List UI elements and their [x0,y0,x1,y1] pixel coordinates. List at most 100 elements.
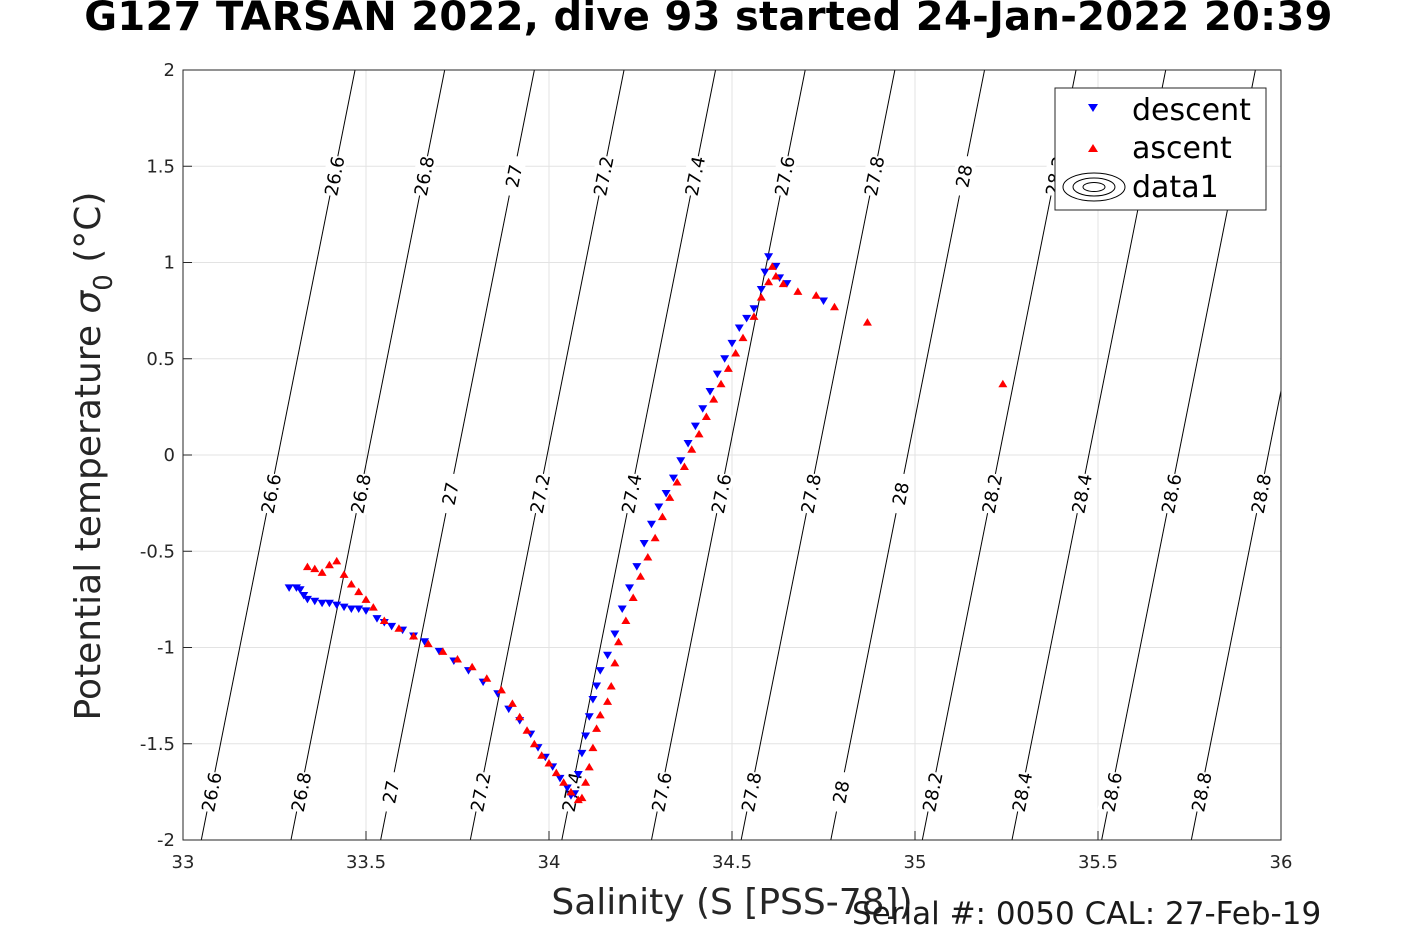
y-axis-label-sigma: σ [68,290,109,314]
descent-point [562,784,572,793]
descent-point [299,592,309,600]
descent-point [734,324,744,332]
contour-label-bg [409,154,438,198]
x-tick-label: 35 [904,852,927,873]
descent-point [584,713,594,721]
legend-item-data1: data1 [1062,170,1219,205]
y-tick-label: -1.5 [140,734,175,755]
contour-label-bg [525,471,554,516]
ascent-point [379,616,389,625]
ascent-point [862,318,872,326]
contour-line [290,70,446,840]
ascent-point [544,759,554,767]
y-tick-label: -0.5 [140,541,175,562]
contour-label-bg [1007,770,1036,814]
descent-point [742,314,752,323]
chart-title: G127 TARSAN 2022, dive 93 started 24-Jan… [84,0,1333,40]
x-tick-label: 33 [172,852,195,873]
y-tick-label: 0.5 [146,349,175,370]
y-axis-label-main: Potential temperature [68,314,109,721]
ascent-point [577,793,587,802]
axis-ticks: 33 33.5 34 34.5 35 35.5 36 -2 -1.5 -1 -0.5 0 0.5 1 1.5… [140,60,1293,873]
descent-point [760,268,770,277]
ascent-point [573,795,583,804]
ascent-point [588,743,598,752]
x-tick-label: 35.5 [1078,852,1118,873]
contour-label-bg [949,154,978,198]
contour-line [561,70,717,840]
y-axis-label-subscript: 0 [89,274,119,291]
descent-point [705,387,715,396]
descent-point [581,732,591,741]
contour-line [200,70,356,840]
ascent-point [767,262,777,270]
ascent-point [584,762,594,771]
descent-point [617,605,627,613]
contour-line [380,70,535,840]
legend-ascent-marker [1088,144,1098,152]
contour-label: 27 [379,779,404,806]
contour-label-bg [1097,770,1125,814]
descent-point [588,695,598,704]
ascent-point [606,682,616,690]
contour-label-bg [886,471,914,516]
ascent-point [723,364,733,372]
descent-point [592,682,602,690]
descent-point [683,439,693,448]
contour-line [830,70,986,840]
ascent-point [764,277,774,286]
descent-point [727,339,737,348]
ascent-point [701,412,711,420]
contour-label-bg [1187,770,1215,814]
ascent-point [302,562,312,571]
y-tick-label: -2 [157,830,175,851]
contour-label-bg [1157,471,1185,516]
contour-label-bg [436,471,464,516]
ascent-point [324,560,334,569]
descent-point [720,355,730,363]
ascent-point [453,655,462,663]
ascent-point [709,395,719,403]
y-tick-label: 1.5 [146,156,175,177]
ascent-point [665,493,675,501]
contour-label-bg [320,154,348,198]
ascent-point [621,616,631,625]
ascent-point [829,302,839,311]
descent-point [661,490,671,498]
x-tick-label: 34.5 [712,852,752,873]
contour-label-bg [466,770,494,814]
descent-point [346,605,356,613]
contour-label-bg [1067,471,1095,516]
ascent-point [310,564,320,573]
contour-label-bg [737,770,765,814]
ascent-point [650,533,660,542]
descent-point [354,605,364,613]
ascent-point [559,778,569,786]
ascent-point [643,553,653,561]
ascent-point [610,658,620,667]
y-axis-label: Potential temperature σ0 (°C) [68,192,119,721]
ascent-point [332,556,342,565]
contour-line [740,70,896,840]
ascent-point [537,751,547,759]
contour-label-bg [680,154,709,198]
descent-point [361,607,371,615]
descent-point [764,253,774,261]
contour-label-bg [499,154,527,198]
ascent-point [679,462,689,471]
contour-label-bg [796,471,825,516]
ascent-point [346,579,356,588]
ascent-point [749,312,759,320]
ascent-point [778,279,788,288]
descent-point [595,667,605,675]
contour-label: 27 [502,163,527,190]
legend-descent-marker [1088,104,1098,112]
ascent-point [738,333,748,342]
descent-point [676,457,686,465]
ascent-point [529,739,539,748]
descent-point [646,520,656,529]
contour-label-bg [346,471,374,516]
descent-point [603,651,613,660]
legend-item-descent: descent [1088,93,1251,128]
